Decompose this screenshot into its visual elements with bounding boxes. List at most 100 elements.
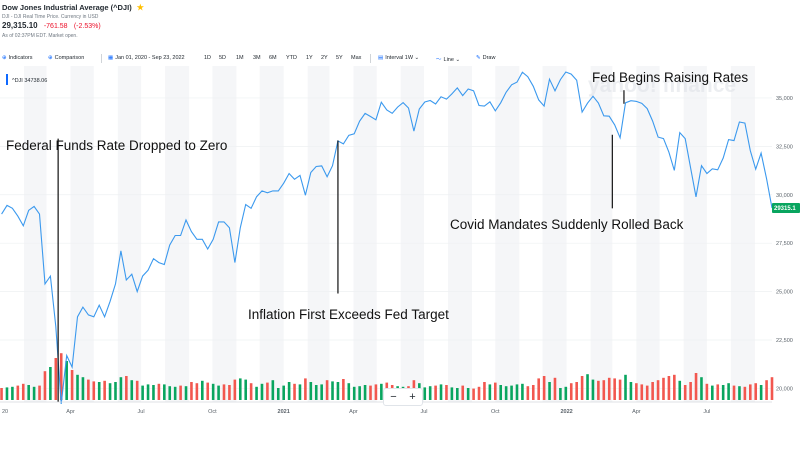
volume-bar xyxy=(705,383,709,400)
volume-bar xyxy=(108,383,112,400)
volume-bar xyxy=(135,380,139,400)
yahoo-finance-watermark: yahoo! finance xyxy=(588,74,736,97)
volume-bar xyxy=(266,382,269,400)
calendar-icon: ▦ xyxy=(108,55,114,61)
interval-dropdown[interactable]: ▤ Interval 1W ⌄ xyxy=(378,55,419,61)
last-price-tag: 29315.1 xyxy=(772,203,800,214)
volume-bar xyxy=(179,385,182,400)
month-band xyxy=(636,66,660,402)
annotation-label: Fed Begins Raising Rates xyxy=(592,70,748,85)
comparison-button[interactable]: ⊕ Comparison xyxy=(48,55,84,61)
line-chart-icon: 〜 xyxy=(436,57,442,63)
volume-bar xyxy=(748,384,752,400)
volume-bar xyxy=(190,382,193,400)
volume-bar xyxy=(754,383,758,400)
volume-bar xyxy=(504,386,508,400)
gridlines xyxy=(0,97,772,389)
month-band xyxy=(70,66,94,402)
volume-bar xyxy=(298,384,302,400)
star-icon[interactable]: ★ xyxy=(136,3,144,12)
month-band xyxy=(307,66,330,402)
volume-bar xyxy=(184,386,188,400)
indicators-icon: ⊕ xyxy=(2,55,7,61)
volume-bar xyxy=(759,385,763,400)
volume-bar xyxy=(456,388,459,400)
volume-bar xyxy=(662,377,665,400)
volume-bar xyxy=(125,376,128,400)
volume-bar xyxy=(716,384,720,400)
volume-bar xyxy=(222,384,226,400)
volume-bar xyxy=(553,377,557,400)
range-5d[interactable]: 5D xyxy=(219,55,227,61)
draw-button[interactable]: ✎ Draw xyxy=(476,55,495,61)
volume-bar xyxy=(32,386,36,400)
volume-bar xyxy=(483,382,486,400)
date-range-label: Jan 01, 2020 - Sep 23, 2022 xyxy=(115,55,185,61)
volume-bar xyxy=(304,378,307,400)
price-chart[interactable]: yahoo! finance Federal Funds Rate Droppe… xyxy=(0,66,800,426)
range-1m[interactable]: 1M xyxy=(236,55,244,61)
month-band xyxy=(212,66,237,402)
zoom-out-button[interactable]: − xyxy=(390,391,397,403)
volume-bar xyxy=(363,385,367,400)
volume-bar xyxy=(629,382,633,400)
volume-bar xyxy=(331,381,334,400)
volume-bar xyxy=(727,383,730,400)
month-band xyxy=(400,66,424,402)
volume-bar xyxy=(21,383,25,400)
y-axis: 20,000 22,500 25,000 27,500 30,000 32,500 35,0… xyxy=(776,96,793,392)
date-range-button[interactable]: ▦ Jan 01, 2020 - Sep 23, 2022 xyxy=(108,55,185,61)
x-tick-label: Jul xyxy=(703,409,710,415)
volume-bar xyxy=(114,382,117,400)
chart-type-dropdown[interactable]: 〜 Line ⌄ xyxy=(436,55,460,63)
range-ytd[interactable]: YTD xyxy=(286,55,297,61)
volume-bar xyxy=(607,377,611,400)
annotation-label: Covid Mandates Suddenly Rolled Back xyxy=(450,217,684,232)
volume-bar xyxy=(314,385,318,400)
volume-bar xyxy=(103,380,106,400)
legend-box: ^DJI 34738.06 xyxy=(6,74,47,85)
range-3m[interactable]: 3M xyxy=(253,55,261,61)
volume-bar xyxy=(152,385,155,400)
volume-bar xyxy=(526,386,530,400)
volume-bar xyxy=(146,384,150,400)
volume-bar xyxy=(515,384,519,400)
month-band xyxy=(165,66,190,402)
range-max[interactable]: Max xyxy=(351,55,362,61)
chart-toolbar: ⊕ Indicators ⊕ Comparison ▦ Jan 01, 2020 - … xyxy=(0,52,800,66)
quote-header: Dow Jones Industrial Average (^DJI) ★ DJI… xyxy=(0,0,800,54)
volume-bar xyxy=(711,385,714,400)
volume-bar xyxy=(445,385,448,400)
annotation-label: Federal Funds Rate Dropped to Zero xyxy=(6,138,227,153)
volume-bar xyxy=(635,383,638,400)
volume-bar xyxy=(651,382,654,400)
chart-type-label: Line xyxy=(443,57,454,63)
volume-bar xyxy=(493,382,497,400)
range-5y[interactable]: 5Y xyxy=(336,55,343,61)
price-line xyxy=(1,71,773,404)
market-status: As of 02:37PM EDT. Market open. xyxy=(2,33,78,39)
range-6m[interactable]: 6M xyxy=(269,55,277,61)
volume-bar xyxy=(217,385,220,400)
volume-bar xyxy=(488,384,492,400)
volume-bar xyxy=(352,386,356,400)
range-2y[interactable]: 2Y xyxy=(321,55,328,61)
y-tick-label: 35,000 xyxy=(776,96,793,102)
month-band xyxy=(259,66,284,402)
volume-bar xyxy=(54,358,58,400)
volume-bar xyxy=(49,367,52,400)
volume-bar xyxy=(211,383,215,400)
volume-bar xyxy=(168,386,172,400)
volume-bar xyxy=(477,386,481,400)
range-1d[interactable]: 1D xyxy=(204,55,212,61)
indicators-button[interactable]: ⊕ Indicators xyxy=(2,55,32,61)
x-tick-label: Oct xyxy=(208,409,217,415)
volume-bar xyxy=(119,377,123,400)
zoom-in-button[interactable]: + xyxy=(409,391,416,403)
month-band xyxy=(353,66,377,402)
volume-bar xyxy=(76,374,79,400)
range-1y[interactable]: 1Y xyxy=(306,55,313,61)
y-tick-label: 20,000 xyxy=(776,386,793,392)
quote-source: DJI - DJI Real Time Price. Currency in U… xyxy=(2,14,99,20)
draw-label: Draw xyxy=(482,55,496,61)
